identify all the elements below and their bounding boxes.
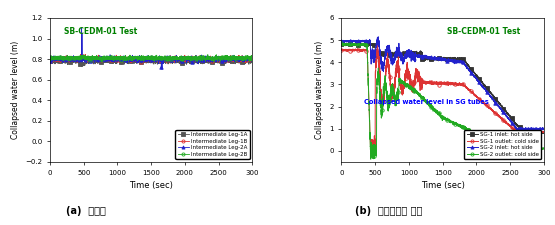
Text: SB-CEDM-01 Test: SB-CEDM-01 Test bbox=[447, 27, 520, 36]
Legend: Intermediate Leg-1A, Intermediate Leg-1B, Intermediate Leg-2A, Intermediate Leg-: Intermediate Leg-1A, Intermediate Leg-1B… bbox=[175, 130, 250, 159]
Y-axis label: Collapsed water level (m): Collapsed water level (m) bbox=[315, 41, 324, 139]
Text: (b)  증기발생기 튜브: (b) 증기발생기 튜브 bbox=[355, 206, 422, 216]
Text: Collapsed water level in SG tubes: Collapsed water level in SG tubes bbox=[364, 99, 488, 105]
Text: SB-CEDM-01 Test: SB-CEDM-01 Test bbox=[64, 27, 138, 36]
Text: (a)  중간관: (a) 중간관 bbox=[66, 206, 106, 216]
Legend: SG-1 inlet: hot side, SG-1 outlet: cold side, SG-2 inlet: hot side, SG-2 outlet:: SG-1 inlet: hot side, SG-1 outlet: cold … bbox=[465, 130, 541, 159]
Y-axis label: Collapsed water level (m): Collapsed water level (m) bbox=[11, 41, 20, 139]
X-axis label: Time (sec): Time (sec) bbox=[129, 181, 173, 190]
X-axis label: Time (sec): Time (sec) bbox=[421, 181, 465, 190]
